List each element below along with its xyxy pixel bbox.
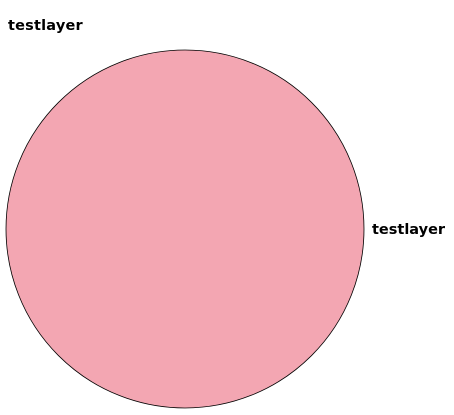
chart-title: testlayer [8,18,83,34]
pie-slice [5,49,365,409]
slice-label: testlayer [372,222,446,238]
